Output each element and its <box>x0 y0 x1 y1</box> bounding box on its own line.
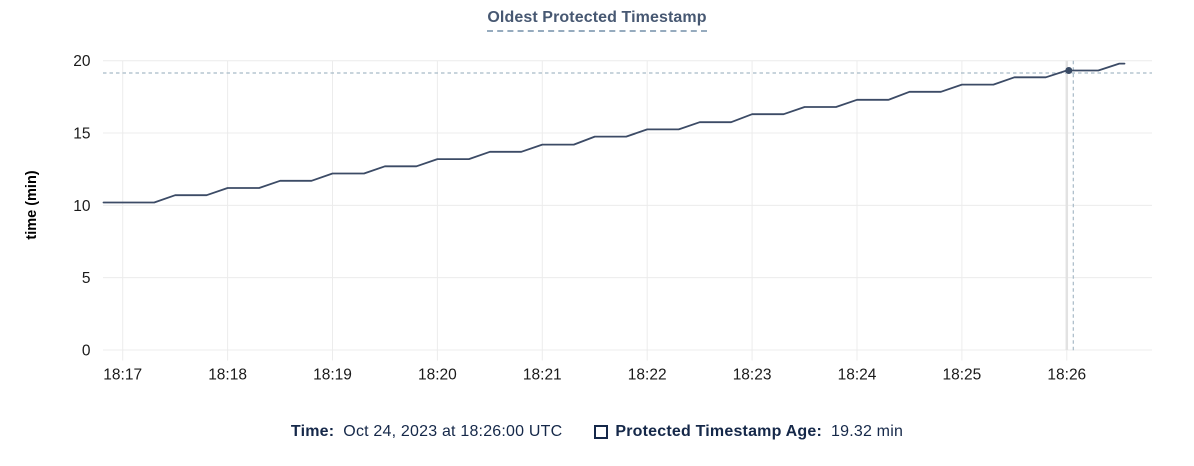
gridlines <box>103 60 1152 361</box>
legend-series-toggle[interactable]: Protected Timestamp Age: 19.32 min <box>594 423 903 441</box>
chart-legend: Time: Oct 24, 2023 at 18:26:00 UTC Prote… <box>0 423 1194 441</box>
selected-data-point <box>1065 67 1073 75</box>
x-tick-label: 18:18 <box>208 367 247 384</box>
y-axis-label: time (min) <box>24 170 40 239</box>
x-tick-label: 18:25 <box>943 367 982 384</box>
legend-time: Time: Oct 24, 2023 at 18:26:00 UTC <box>291 423 562 441</box>
y-tick-label: 15 <box>73 126 90 143</box>
legend-series-value: 19.32 min <box>831 423 904 440</box>
y-tick-label: 20 <box>73 53 91 70</box>
x-tick-label: 18:26 <box>1047 367 1086 384</box>
x-tick-label: 18:23 <box>733 367 772 384</box>
y-tick-label: 0 <box>82 343 91 360</box>
legend-series-label: Protected Timestamp Age: <box>615 423 822 440</box>
y-axis-tick-labels: 0 5 10 15 20 <box>73 53 91 359</box>
crosshair-dashed-lines <box>103 60 1152 352</box>
x-tick-label: 18:20 <box>418 367 457 384</box>
chart-title-row: Oldest Protected Timestamp <box>0 9 1194 32</box>
y-tick-label: 10 <box>73 198 91 215</box>
x-tick-label: 18:21 <box>523 367 562 384</box>
x-tick-label: 18:24 <box>838 367 877 384</box>
x-axis-tick-labels: 18:17 18:18 18:19 18:20 18:21 18:22 18:23 18:24… <box>103 367 1086 384</box>
series-line <box>102 62 1126 204</box>
x-tick-label: 18:22 <box>628 367 667 384</box>
legend-time-label: Time: <box>290 423 335 440</box>
chart-plot-area[interactable]: 18:17 18:18 18:19 18:20 18:21 18:22 18:23 18:24… <box>0 0 1194 410</box>
x-tick-label: 18:17 <box>103 367 142 384</box>
legend-time-value: Oct 24, 2023 at 18:26:00 UTC <box>343 423 563 440</box>
chart-title[interactable]: Oldest Protected Timestamp <box>487 9 707 32</box>
checkbox-unchecked-icon[interactable] <box>594 425 609 439</box>
y-tick-label: 5 <box>82 270 91 287</box>
hover-highlight-line <box>1065 60 1069 350</box>
x-tick-label: 18:19 <box>313 367 352 384</box>
